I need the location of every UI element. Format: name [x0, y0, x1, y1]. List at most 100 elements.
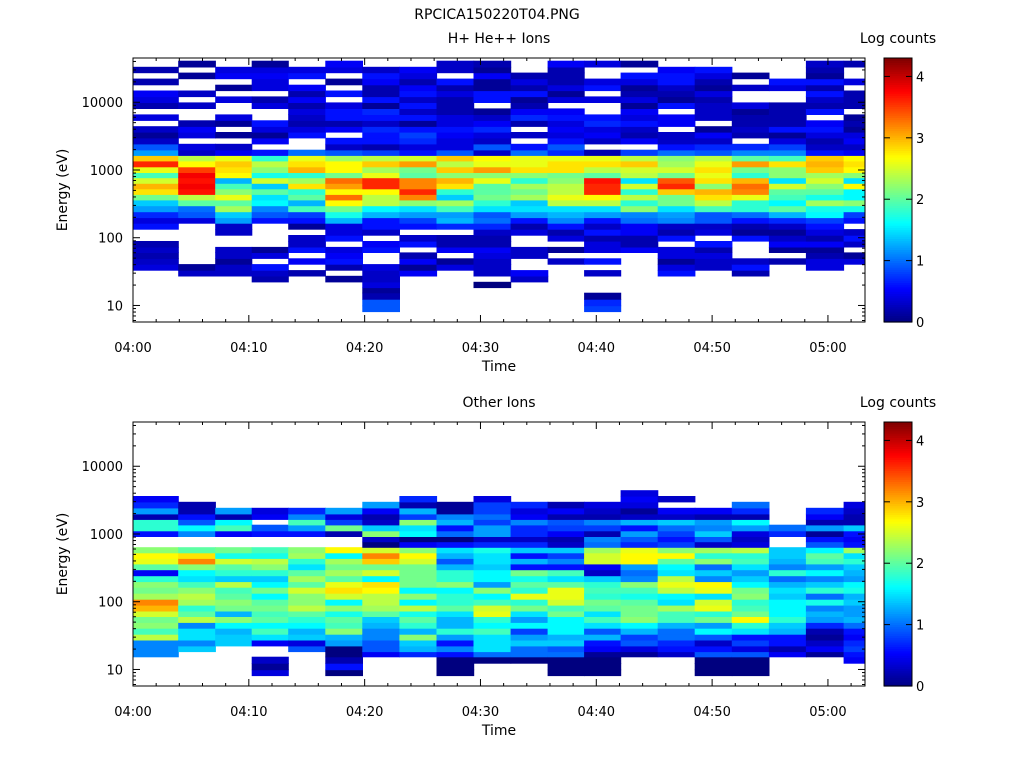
- heatmap-cell: [731, 563, 770, 571]
- heatmap-cell: [843, 205, 865, 213]
- heatmap-cell: [843, 507, 865, 515]
- heatmap-cell: [657, 616, 696, 623]
- heatmap-cell: [657, 211, 696, 219]
- colorbar-gradient-step: [884, 639, 912, 643]
- heatmap-cell: [178, 616, 216, 623]
- heatmap-cell: [584, 575, 622, 583]
- heatmap-cell: [436, 599, 475, 606]
- colorbar-gradient-step: [884, 573, 912, 577]
- colorbar-gradient-step: [884, 466, 912, 469]
- heatmap-cell: [805, 616, 845, 623]
- heatmap-cell: [694, 616, 733, 623]
- heatmap-cell: [805, 241, 845, 248]
- heatmap-cell: [620, 183, 659, 190]
- heatmap-cell: [805, 610, 845, 617]
- heatmap-cell: [805, 645, 845, 653]
- colorbar-gradient-step: [884, 558, 912, 562]
- heatmap-cell: [215, 639, 253, 647]
- heatmap-cell: [805, 102, 845, 109]
- colorbar-gradient-step: [884, 291, 912, 294]
- heatmap-cell: [805, 223, 845, 230]
- heatmap-cell: [251, 126, 289, 133]
- heatmap-cell: [436, 593, 475, 600]
- heatmap-cell: [620, 126, 659, 133]
- heatmap-cell: [805, 558, 845, 565]
- heatmap-cell: [288, 217, 326, 224]
- heatmap-cell: [584, 132, 622, 139]
- heatmap-cell: [657, 72, 696, 80]
- heatmap-cell: [694, 530, 733, 537]
- heatmap-cell: [436, 622, 475, 629]
- heatmap-cell: [547, 114, 585, 121]
- heatmap-cell: [843, 188, 865, 195]
- heatmap-cell: [325, 166, 363, 173]
- heatmap-cell: [473, 137, 512, 145]
- colorbar-gradient-step: [884, 435, 912, 438]
- colorbar-gradient-step: [884, 604, 912, 608]
- colorbar-gradient-step: [884, 161, 912, 165]
- heatmap-cell: [620, 587, 659, 594]
- heatmap-cell: [731, 519, 770, 526]
- heatmap-cell: [288, 616, 326, 623]
- heatmap-cell: [133, 155, 179, 162]
- colorbar-label: Log counts: [860, 31, 936, 47]
- heatmap-cell: [584, 177, 622, 184]
- heatmap-cell: [694, 622, 733, 629]
- heatmap-cell: [473, 172, 512, 179]
- colorbar-gradient-step: [884, 71, 912, 74]
- heatmap-cell: [251, 663, 289, 671]
- heatmap-cell: [731, 558, 770, 565]
- colorbar-gradient-step: [884, 306, 912, 310]
- heatmap-cell: [547, 645, 585, 653]
- heatmap-cell: [731, 229, 770, 236]
- colorbar-tick-label: 1: [916, 619, 924, 634]
- heatmap-cell: [251, 628, 289, 635]
- heatmap-cell: [584, 599, 622, 606]
- heatmap-cell: [843, 513, 865, 520]
- heatmap-cell: [325, 575, 363, 583]
- heatmap-cell: [510, 96, 549, 103]
- colorbar-gradient-step: [884, 452, 912, 456]
- heatmap-cell: [843, 524, 865, 532]
- heatmap-cell: [620, 547, 659, 554]
- heatmap-cell: [694, 610, 733, 617]
- heatmap-cell: [251, 177, 289, 184]
- heatmap-cell: [436, 166, 475, 173]
- colorbar-gradient-step: [884, 593, 912, 597]
- heatmap-cell: [251, 132, 289, 139]
- heatmap-cell: [251, 587, 289, 594]
- colorbar-gradient-step: [884, 536, 912, 540]
- colorbar-gradient-step: [884, 628, 912, 632]
- heatmap-cell: [510, 84, 549, 92]
- x-tick-label: 04:50: [693, 705, 730, 720]
- heatmap-cell: [362, 120, 400, 127]
- heatmap-cell: [251, 634, 289, 641]
- colorbar-tick-label: 4: [916, 70, 924, 85]
- heatmap-cell: [731, 217, 770, 224]
- heatmap-cell: [510, 166, 549, 173]
- heatmap-cell: [288, 605, 326, 612]
- heatmap-cell: [731, 223, 770, 230]
- colorbar-gradient-step: [884, 655, 912, 658]
- heatmap-cell: [620, 610, 659, 617]
- colorbar-gradient-step: [884, 203, 912, 206]
- heatmap-cell: [325, 530, 363, 537]
- heatmap-cell: [547, 199, 585, 207]
- heatmap-cell: [436, 507, 475, 515]
- heatmap-cell: [547, 558, 585, 565]
- heatmap-cell: [325, 524, 363, 532]
- heatmap-cell: [288, 102, 326, 109]
- heatmap-cell: [694, 581, 733, 588]
- heatmap-cell: [473, 177, 512, 184]
- heatmap-cell: [133, 96, 179, 103]
- heatmap-cell: [510, 628, 549, 635]
- heatmap-cell: [178, 211, 216, 219]
- heatmap-cell: [215, 258, 253, 265]
- heatmap-cell: [362, 651, 400, 658]
- heatmap-cell: [362, 66, 400, 74]
- heatmap-cell: [510, 132, 549, 139]
- heatmap-cell: [805, 587, 845, 594]
- heatmap-cell: [251, 211, 289, 219]
- heatmap-cell: [510, 569, 549, 577]
- heatmap-cell: [215, 587, 253, 594]
